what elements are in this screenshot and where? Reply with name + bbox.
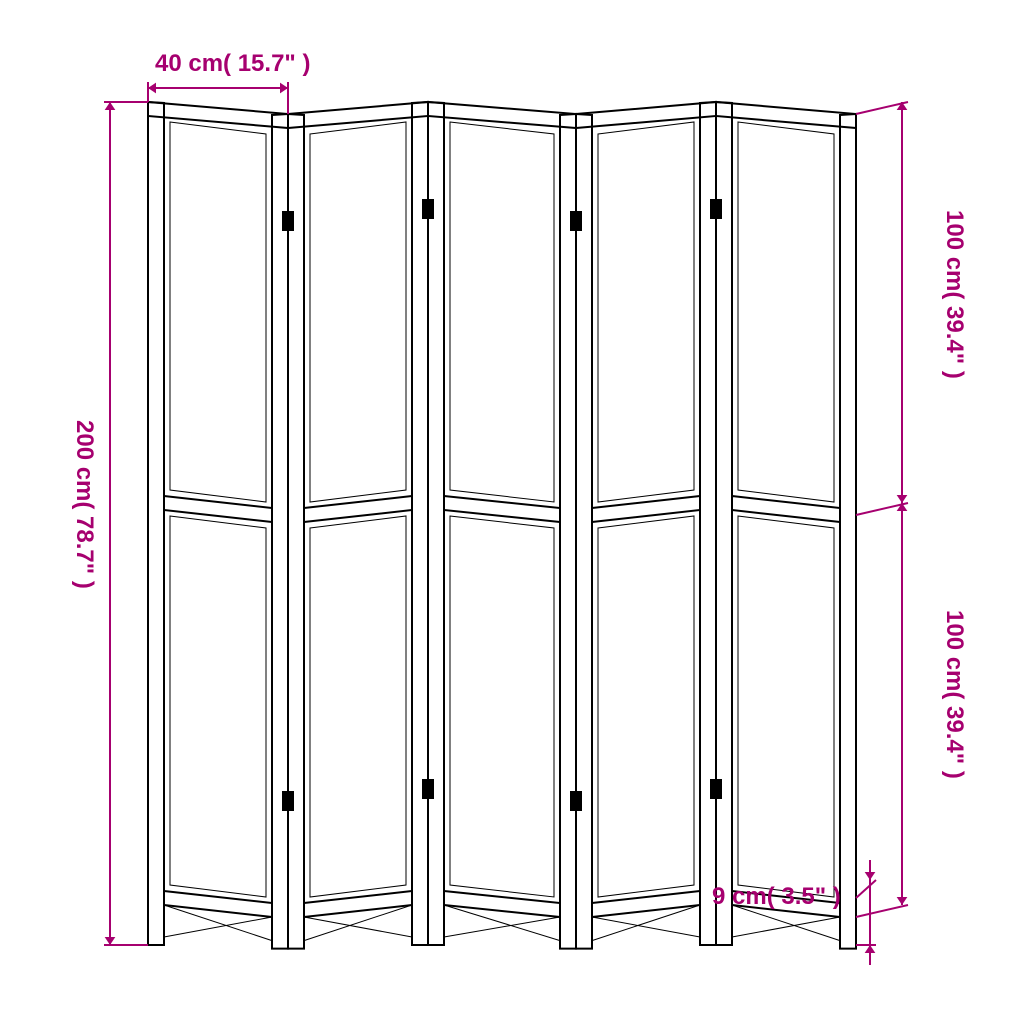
dimension-diagram <box>0 0 1024 1024</box>
dimension-label: 100 cm( 39.4" ) <box>940 610 968 779</box>
dimension-label: 9 cm( 3.5" ) <box>712 883 841 911</box>
dimension-label: 200 cm( 78.7" ) <box>70 420 98 589</box>
dimension-label: 100 cm( 39.4" ) <box>940 210 968 379</box>
dimension-label: 40 cm( 15.7" ) <box>155 50 310 78</box>
